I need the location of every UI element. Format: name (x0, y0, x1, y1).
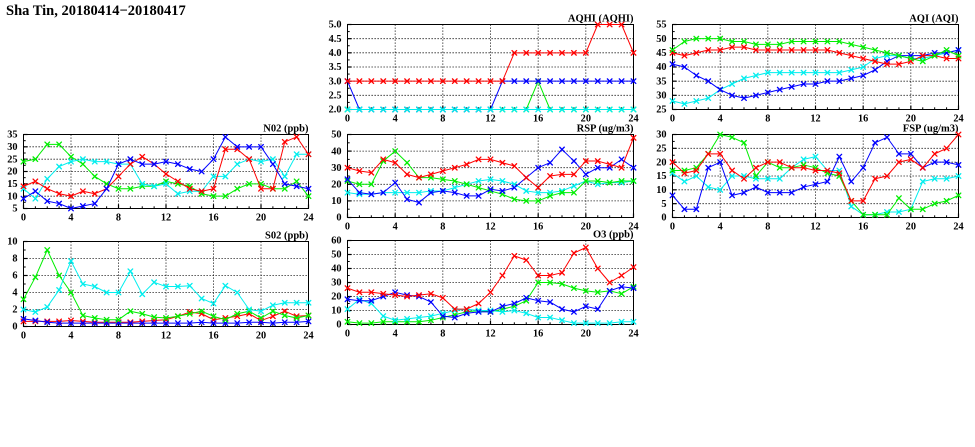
svg-text:3.5: 3.5 (329, 62, 342, 73)
svg-text:8: 8 (116, 213, 121, 224)
svg-text:0: 0 (21, 213, 26, 224)
svg-text:12: 12 (485, 222, 495, 233)
svg-text:8: 8 (116, 331, 121, 342)
svg-text:0: 0 (345, 222, 350, 233)
svg-text:4: 4 (718, 114, 723, 125)
svg-text:2.5: 2.5 (329, 91, 342, 102)
svg-text:RSP (ug/m3): RSP (ug/m3) (577, 124, 634, 135)
svg-text:8: 8 (765, 114, 770, 125)
svg-text:10: 10 (7, 237, 17, 248)
svg-text:45: 45 (656, 48, 666, 59)
svg-text:0: 0 (670, 222, 675, 233)
svg-text:4: 4 (393, 329, 398, 340)
svg-text:30: 30 (7, 142, 17, 153)
svg-text:8: 8 (440, 222, 445, 233)
svg-text:6: 6 (12, 271, 17, 282)
svg-text:20: 20 (331, 180, 341, 191)
svg-text:15: 15 (656, 171, 666, 182)
svg-text:S02 (ppb): S02 (ppb) (265, 231, 309, 242)
svg-text:12: 12 (485, 329, 495, 340)
svg-text:4.5: 4.5 (329, 34, 342, 45)
svg-text:4: 4 (68, 213, 73, 224)
svg-text:16: 16 (533, 222, 543, 233)
svg-text:40: 40 (656, 62, 666, 73)
svg-text:24: 24 (303, 331, 313, 342)
svg-text:40: 40 (331, 146, 341, 157)
svg-text:30: 30 (331, 278, 341, 289)
svg-text:50: 50 (331, 250, 341, 261)
svg-text:8: 8 (440, 329, 445, 340)
svg-text:0: 0 (12, 322, 17, 333)
svg-text:55: 55 (656, 20, 666, 31)
svg-text:3.0: 3.0 (329, 76, 342, 87)
svg-text:2: 2 (12, 305, 17, 316)
svg-text:10: 10 (656, 185, 666, 196)
svg-text:8: 8 (12, 254, 17, 265)
svg-text:AQI (AQI): AQI (AQI) (909, 14, 959, 25)
svg-text:2.0: 2.0 (329, 105, 342, 116)
svg-text:24: 24 (953, 222, 963, 233)
svg-text:4: 4 (393, 114, 398, 125)
svg-text:0: 0 (345, 114, 350, 125)
svg-text:0: 0 (336, 213, 341, 224)
svg-text:12: 12 (161, 331, 171, 342)
svg-text:20: 20 (331, 292, 341, 303)
svg-text:16: 16 (533, 329, 543, 340)
svg-text:50: 50 (656, 34, 666, 45)
svg-text:4: 4 (12, 288, 17, 299)
svg-text:8: 8 (765, 222, 770, 233)
svg-text:24: 24 (303, 213, 313, 224)
svg-text:0: 0 (336, 320, 341, 331)
svg-text:5: 5 (12, 204, 17, 215)
svg-text:8: 8 (440, 114, 445, 125)
svg-text:10: 10 (331, 306, 341, 317)
svg-text:40: 40 (331, 264, 341, 275)
svg-text:4: 4 (718, 222, 723, 233)
svg-text:FSP (ug/m3): FSP (ug/m3) (903, 124, 959, 135)
svg-text:4.0: 4.0 (329, 48, 342, 59)
svg-text:12: 12 (161, 213, 171, 224)
svg-text:16: 16 (858, 114, 868, 125)
svg-text:20: 20 (656, 157, 666, 168)
svg-text:5: 5 (661, 199, 666, 210)
svg-text:12: 12 (810, 114, 820, 125)
svg-text:0: 0 (661, 213, 666, 224)
svg-text:25: 25 (656, 105, 666, 116)
svg-text:30: 30 (331, 163, 341, 174)
svg-text:0: 0 (670, 114, 675, 125)
svg-text:15: 15 (7, 179, 17, 190)
svg-text:0: 0 (21, 331, 26, 342)
svg-text:30: 30 (656, 130, 666, 141)
svg-text:20: 20 (581, 329, 591, 340)
svg-text:16: 16 (533, 114, 543, 125)
svg-text:12: 12 (810, 222, 820, 233)
svg-text:12: 12 (485, 114, 495, 125)
svg-text:20: 20 (256, 213, 266, 224)
svg-text:N02 (ppb): N02 (ppb) (263, 124, 309, 135)
svg-text:16: 16 (208, 213, 218, 224)
svg-text:0: 0 (345, 329, 350, 340)
svg-text:16: 16 (208, 331, 218, 342)
svg-text:50: 50 (331, 130, 341, 141)
svg-text:35: 35 (7, 130, 17, 141)
svg-text:10: 10 (331, 196, 341, 207)
svg-text:35: 35 (656, 76, 666, 87)
svg-text:20: 20 (906, 222, 916, 233)
svg-text:5.0: 5.0 (329, 20, 342, 31)
svg-text:20: 20 (581, 222, 591, 233)
svg-text:16: 16 (858, 222, 868, 233)
svg-text:20: 20 (256, 331, 266, 342)
svg-text:24: 24 (628, 329, 638, 340)
svg-text:10: 10 (7, 191, 17, 202)
svg-text:30: 30 (656, 91, 666, 102)
svg-text:O3 (ppb): O3 (ppb) (593, 230, 634, 241)
svg-text:4: 4 (393, 222, 398, 233)
svg-text:25: 25 (7, 154, 17, 165)
svg-text:60: 60 (331, 236, 341, 247)
svg-text:4: 4 (68, 331, 73, 342)
svg-text:25: 25 (656, 144, 666, 155)
svg-text:20: 20 (7, 167, 17, 178)
